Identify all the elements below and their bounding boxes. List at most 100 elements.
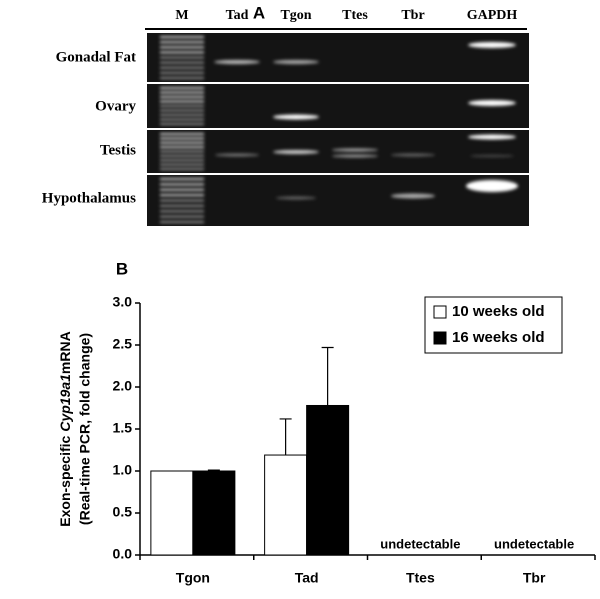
gel-band: [273, 114, 319, 120]
ladder-band: [160, 87, 204, 89]
x-tick-label: Tgon: [176, 570, 210, 586]
x-tick-label: Ttes: [406, 570, 435, 586]
y-tick-label: 2.5: [113, 336, 133, 352]
lane-label: Tgon: [280, 8, 311, 23]
ladder-band: [160, 133, 204, 135]
ladder-band: [160, 61, 204, 64]
row-label: Ovary: [95, 98, 136, 114]
gel-band: [470, 155, 514, 157]
ladder-band: [160, 66, 204, 69]
lane-label: GAPDH: [467, 8, 518, 23]
ladder-band: [160, 141, 204, 144]
ladder-band: [160, 150, 204, 153]
ladder-band: [160, 118, 204, 121]
ladder-band: [160, 114, 204, 116]
gel-band: [332, 154, 378, 158]
ladder-band: [160, 41, 204, 44]
gel-band: [214, 60, 260, 64]
error-bar: [279, 418, 292, 456]
bar-chart: 0.0 0.5 1.0 1.5 2.0 2.5 3.0 Exon-specific Cyp19a…: [57, 294, 596, 586]
y-axis-label-part: Cyp19a1: [57, 374, 73, 432]
ladder-band: [160, 215, 204, 218]
ladder-band: [160, 91, 204, 94]
panel-label: B: [116, 259, 128, 278]
gel-band: [391, 153, 435, 157]
legend-swatch: [433, 331, 447, 345]
ladder-band: [160, 188, 204, 191]
gel-panel: [147, 33, 529, 82]
y-axis-label-part: mRNA: [57, 331, 73, 374]
y-tick-label: 1.0: [113, 462, 133, 478]
y-axis-label: Exon-specific Cyp19a1mRNA: [57, 331, 73, 526]
ladder-band: [160, 46, 204, 49]
bar: [192, 470, 236, 556]
ladder-band: [160, 199, 204, 202]
gel-panel: [147, 175, 529, 226]
bar: [306, 404, 350, 556]
y-tick-label: 2.0: [113, 378, 133, 394]
gel-band: [273, 150, 319, 154]
error-bar: [207, 469, 220, 471]
ladder-band: [160, 154, 204, 157]
gel-image: [147, 33, 529, 226]
ladder-band: [160, 159, 204, 162]
gel-band: [273, 60, 319, 64]
gel-band: [468, 134, 516, 140]
row-label: Gonadal Fat: [56, 49, 136, 65]
row-label: Testis: [100, 142, 136, 158]
ladder-band: [160, 204, 204, 207]
lane-label: M: [175, 8, 188, 23]
ladder-band: [160, 210, 204, 213]
y-tick-label: 0.0: [113, 546, 133, 562]
ladder-band: [160, 96, 204, 98]
ladder-band: [160, 168, 204, 170]
ladder-band: [160, 183, 204, 186]
ladder-band: [160, 56, 204, 59]
gel-band: [332, 148, 378, 152]
y-tick-label: 3.0: [113, 294, 133, 310]
ladder-band: [160, 194, 204, 197]
ladder-band: [160, 51, 204, 54]
bar: [264, 454, 308, 556]
y-axis-label-part: Exon-specific: [57, 435, 73, 526]
ladder-band: [160, 77, 204, 79]
gel-panel: [147, 84, 529, 128]
annotation: undetectable: [380, 536, 460, 551]
ladder-band: [160, 36, 204, 38]
gel-band: [215, 153, 259, 157]
ladder-band: [160, 163, 204, 166]
legend-label: 16 weeks old: [452, 329, 545, 346]
ladder-band: [160, 100, 204, 103]
ladder-band: [160, 146, 204, 149]
gel-band: [276, 196, 316, 200]
panel-label: A: [253, 3, 265, 22]
legend-swatch: [433, 305, 447, 319]
ladder-band: [160, 71, 204, 74]
gel-panel: [147, 130, 529, 173]
legend-box: [424, 296, 563, 354]
ladder-band: [160, 178, 204, 180]
lane-label: Tbr: [401, 8, 424, 23]
ladder-band: [160, 109, 204, 112]
ladder-band: [160, 105, 204, 107]
ladder-band: [160, 123, 204, 125]
bar: [150, 470, 194, 556]
y-tick-label: 1.5: [113, 420, 133, 436]
gel-band: [391, 193, 435, 199]
lane-label: Ttes: [342, 8, 368, 23]
y-axis-label: (Real-time PCR, fold change): [77, 333, 93, 525]
x-tick-label: Tbr: [523, 570, 546, 586]
ladder-band: [160, 137, 204, 140]
gel-band: [466, 180, 518, 192]
lane-label: Tad: [226, 8, 249, 23]
x-tick-label: Tad: [295, 570, 319, 586]
gel-band: [468, 100, 516, 106]
legend-label: 10 weeks old: [452, 303, 545, 320]
gel-band: [468, 42, 516, 48]
ladder-band: [160, 221, 204, 223]
annotation: undetectable: [494, 536, 574, 551]
y-tick-label: 0.5: [113, 504, 133, 520]
row-label: Hypothalamus: [42, 190, 136, 206]
error-bar: [321, 346, 334, 406]
